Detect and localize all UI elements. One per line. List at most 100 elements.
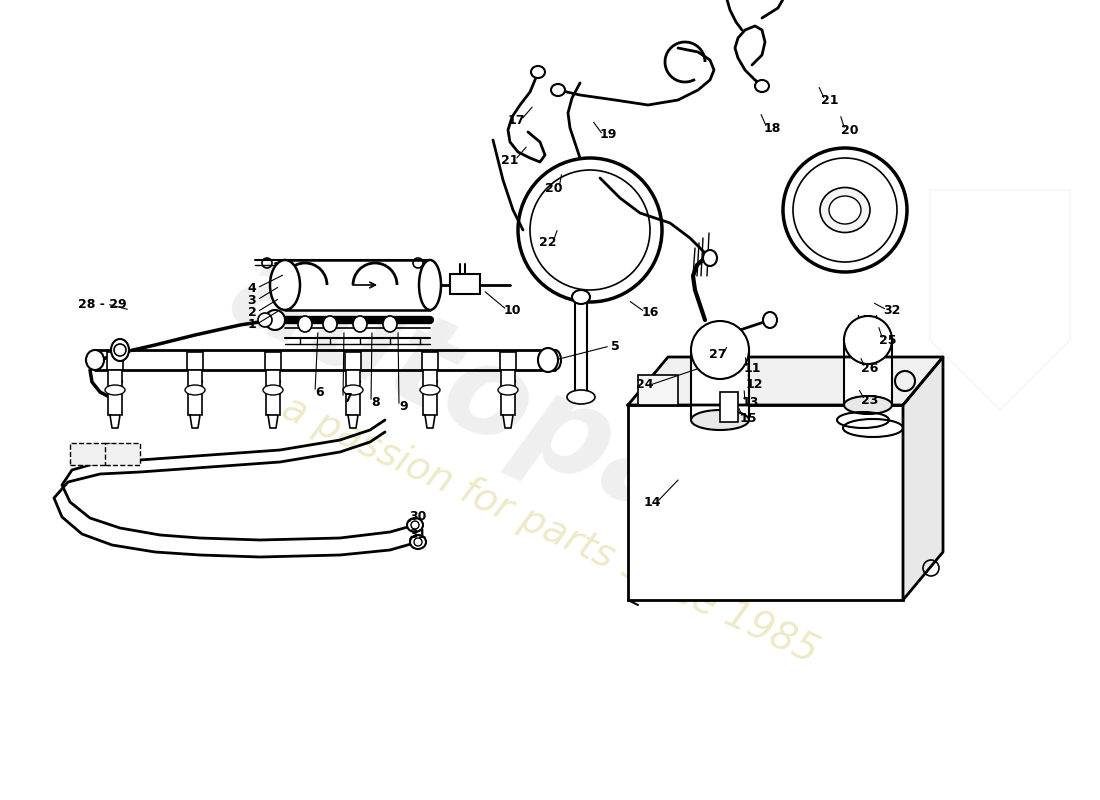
Ellipse shape	[829, 196, 861, 224]
Ellipse shape	[383, 316, 397, 332]
Polygon shape	[425, 415, 435, 428]
Text: 23: 23	[861, 394, 879, 406]
Ellipse shape	[820, 187, 870, 233]
Text: 24: 24	[636, 378, 653, 391]
Ellipse shape	[410, 535, 426, 549]
Text: 28 - 29: 28 - 29	[78, 298, 126, 310]
Circle shape	[411, 521, 419, 529]
Circle shape	[530, 170, 650, 290]
Text: autoparts: autoparts	[212, 230, 888, 630]
Bar	[265, 352, 280, 370]
Polygon shape	[503, 415, 513, 428]
Ellipse shape	[551, 84, 565, 96]
Ellipse shape	[104, 385, 125, 395]
Ellipse shape	[763, 312, 777, 328]
Text: 18: 18	[763, 122, 781, 134]
Text: 14: 14	[644, 495, 661, 509]
Ellipse shape	[755, 80, 769, 92]
Text: 5: 5	[610, 339, 619, 353]
Ellipse shape	[86, 350, 104, 370]
Ellipse shape	[498, 385, 518, 395]
Text: 25: 25	[879, 334, 896, 346]
Text: 4: 4	[248, 282, 256, 294]
Bar	[187, 352, 204, 370]
Polygon shape	[110, 415, 120, 428]
Text: 12: 12	[746, 378, 762, 391]
Bar	[266, 370, 280, 415]
Bar	[188, 370, 202, 415]
Bar	[104, 443, 140, 465]
Bar	[844, 340, 892, 405]
Bar	[70, 443, 110, 465]
Text: 7: 7	[343, 391, 352, 405]
Text: 8: 8	[372, 395, 381, 409]
Bar	[424, 370, 437, 415]
Circle shape	[793, 158, 896, 262]
Ellipse shape	[691, 410, 749, 430]
Bar	[422, 352, 438, 370]
Text: 9: 9	[399, 399, 408, 413]
Ellipse shape	[566, 390, 595, 404]
Bar	[500, 370, 515, 415]
Ellipse shape	[298, 316, 312, 332]
Polygon shape	[903, 357, 943, 600]
Text: 1: 1	[248, 318, 256, 330]
Polygon shape	[190, 415, 200, 428]
Text: 17: 17	[507, 114, 525, 126]
Polygon shape	[628, 357, 943, 405]
Text: 20: 20	[546, 182, 563, 194]
Text: 13: 13	[741, 395, 759, 409]
Text: 26: 26	[861, 362, 879, 374]
Text: 20: 20	[842, 123, 859, 137]
Text: 6: 6	[316, 386, 324, 398]
Text: 3: 3	[248, 294, 256, 306]
Ellipse shape	[538, 348, 558, 372]
Ellipse shape	[703, 250, 717, 266]
Ellipse shape	[185, 385, 205, 395]
Ellipse shape	[270, 260, 300, 310]
Text: 31: 31	[409, 527, 427, 541]
Ellipse shape	[419, 260, 441, 310]
Bar	[285, 260, 430, 310]
Bar	[691, 350, 749, 420]
Text: 21: 21	[502, 154, 519, 166]
Ellipse shape	[844, 316, 892, 364]
Bar	[500, 352, 516, 370]
Text: 21: 21	[822, 94, 838, 106]
Text: 16: 16	[641, 306, 659, 318]
Text: 2: 2	[248, 306, 256, 318]
Ellipse shape	[691, 321, 749, 379]
Text: 27: 27	[710, 347, 727, 361]
Bar	[720, 392, 738, 422]
Bar	[628, 405, 903, 600]
Ellipse shape	[343, 385, 363, 395]
Ellipse shape	[572, 290, 590, 304]
Circle shape	[414, 538, 422, 546]
Circle shape	[114, 344, 126, 356]
Text: 11: 11	[744, 362, 761, 374]
Bar	[638, 375, 678, 405]
Ellipse shape	[844, 396, 892, 414]
Text: 30: 30	[409, 510, 427, 523]
Bar	[346, 370, 360, 415]
Text: a passion for parts since 1985: a passion for parts since 1985	[276, 389, 824, 671]
Polygon shape	[268, 415, 278, 428]
Text: 22: 22	[539, 235, 557, 249]
Ellipse shape	[323, 316, 337, 332]
Text: 15: 15	[739, 411, 757, 425]
Ellipse shape	[263, 385, 283, 395]
Bar	[107, 352, 123, 370]
Bar	[450, 274, 480, 294]
Ellipse shape	[265, 310, 285, 330]
Ellipse shape	[407, 518, 424, 532]
Text: 32: 32	[883, 303, 901, 317]
Bar	[345, 352, 361, 370]
Ellipse shape	[353, 316, 367, 332]
Ellipse shape	[258, 313, 272, 327]
Text: 19: 19	[600, 129, 617, 142]
Polygon shape	[348, 415, 358, 428]
Ellipse shape	[531, 66, 544, 78]
Ellipse shape	[420, 385, 440, 395]
Ellipse shape	[111, 339, 129, 361]
Ellipse shape	[549, 350, 561, 370]
